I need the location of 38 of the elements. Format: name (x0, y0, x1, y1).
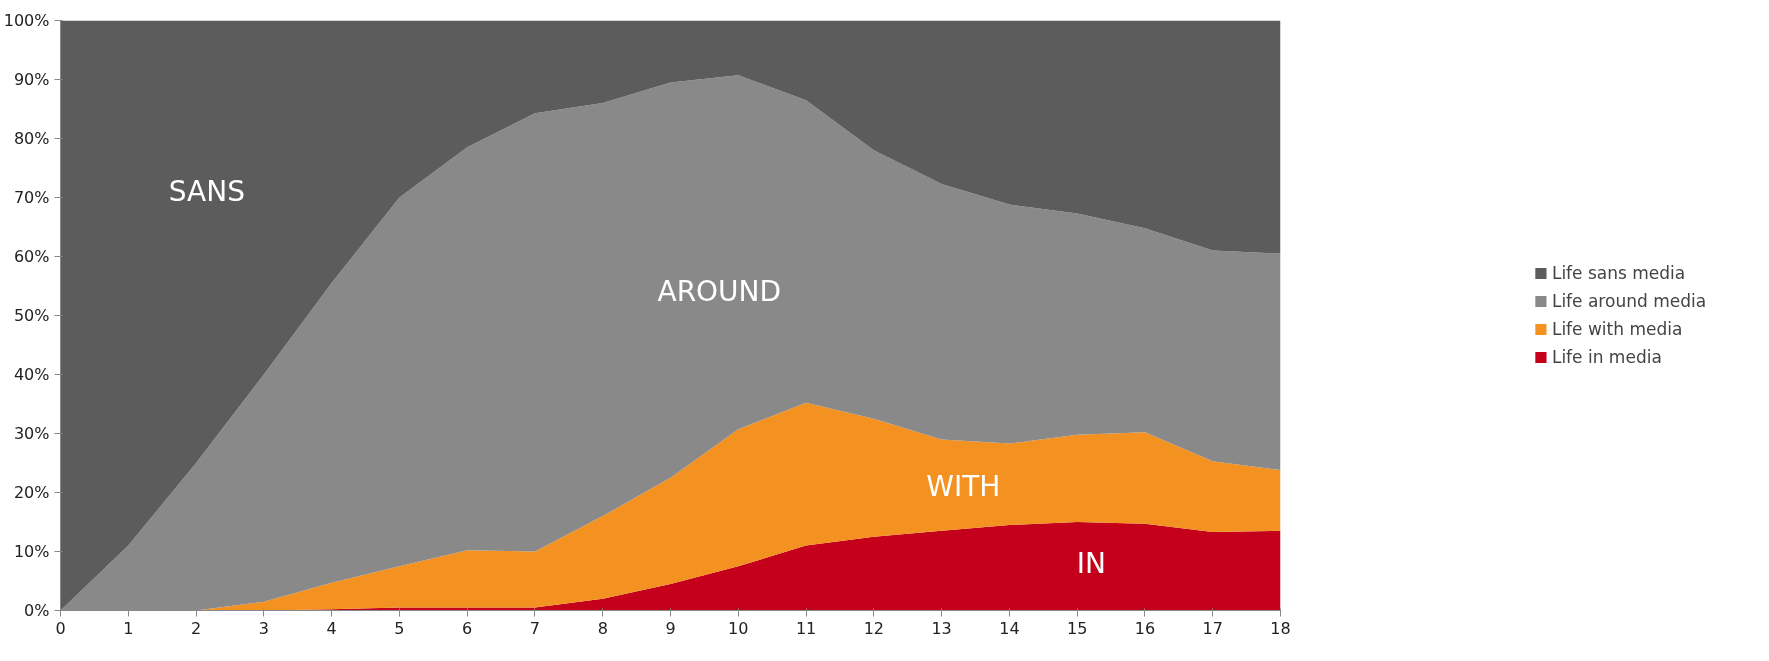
y-tick-label: 60% (13, 247, 50, 266)
y-tick-label: 100% (3, 11, 50, 30)
y-tick-label: 90% (13, 70, 50, 89)
annotation: IN (1076, 546, 1106, 580)
x-tick-label: 8 (597, 618, 608, 638)
x-tick-label: 3 (258, 618, 269, 638)
y-tick-label: 40% (13, 365, 50, 384)
x-tick-label: 11 (795, 618, 817, 638)
x-tick-label: 10 (728, 618, 749, 638)
y-tick-label: 80% (13, 129, 50, 148)
x-tick-label: 13 (931, 618, 952, 638)
y-tick-label: 10% (13, 542, 50, 561)
legend-label: Life around media (1551, 291, 1707, 311)
x-tick-label: 14 (999, 618, 1020, 638)
x-tick-label: 18 (1270, 618, 1291, 638)
x-tick-label: 5 (394, 618, 405, 638)
y-tick-label: 0% (24, 601, 50, 620)
legend-label: Life with media (1551, 319, 1683, 339)
x-tick-label: 4 (326, 618, 337, 638)
legend-label: Life sans media (1551, 263, 1686, 283)
annotation: WITH (926, 470, 1001, 504)
annotation: SANS (168, 175, 245, 209)
x-tick-label: 2 (190, 618, 202, 638)
x-tick-label: 9 (665, 618, 676, 638)
y-tick-label: 70% (13, 188, 50, 207)
annotation: AROUND (657, 275, 782, 309)
x-tick-label: 15 (1066, 618, 1088, 638)
x-tick-label: 0 (55, 618, 66, 638)
x-tick-label: 12 (863, 618, 885, 638)
x-tick-label: 7 (529, 618, 541, 638)
legend-label: Life in media (1551, 347, 1662, 367)
y-tick-label: 30% (13, 424, 50, 443)
y-tick-label: 50% (13, 306, 50, 325)
x-tick-label: 6 (462, 618, 473, 638)
x-tick-label: 17 (1202, 618, 1223, 638)
x-tick-label: 1 (123, 618, 134, 638)
x-tick-label: 16 (1134, 618, 1156, 638)
y-tick-label: 20% (13, 483, 50, 502)
